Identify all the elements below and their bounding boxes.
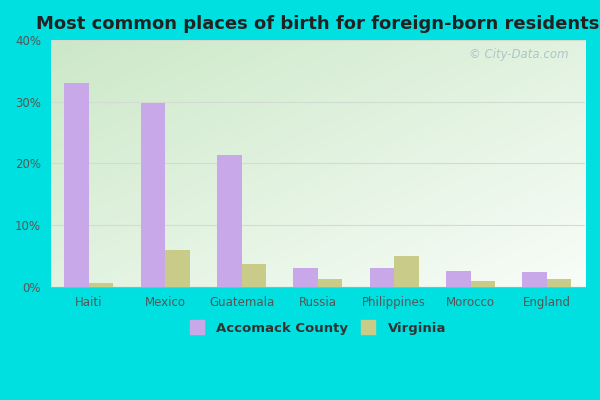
Bar: [293, 268, 318, 286]
Bar: [242, 264, 266, 286]
Bar: [470, 281, 495, 286]
Bar: [89, 283, 113, 286]
Bar: [446, 271, 470, 286]
Bar: [370, 268, 394, 286]
Bar: [64, 83, 89, 286]
Bar: [523, 272, 547, 286]
Bar: [547, 279, 571, 286]
Bar: [217, 155, 242, 286]
Title: Most common places of birth for foreign-born residents: Most common places of birth for foreign-…: [36, 15, 599, 33]
Bar: [394, 256, 419, 286]
Bar: [165, 250, 190, 286]
Legend: Accomack County, Virginia: Accomack County, Virginia: [183, 314, 452, 342]
Text: © City-Data.com: © City-Data.com: [469, 48, 569, 60]
Bar: [318, 278, 342, 286]
Bar: [141, 103, 165, 286]
